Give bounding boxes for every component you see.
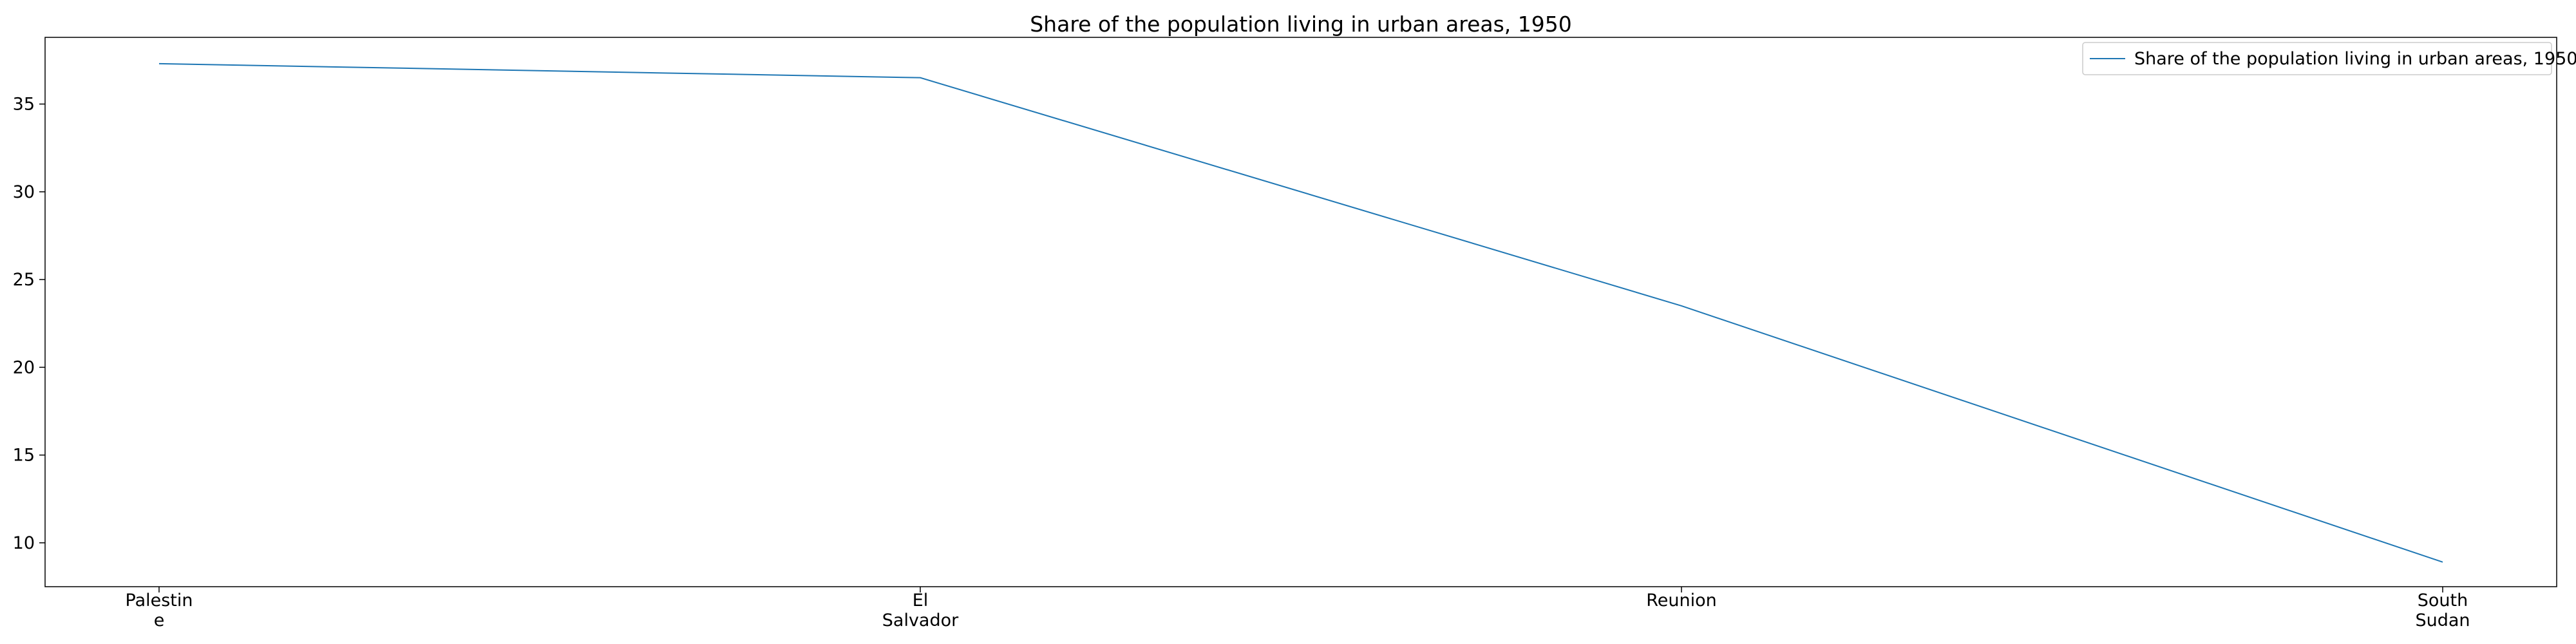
y-tick-label: 30: [13, 182, 35, 202]
x-axis: Palestin e El Salvador Reunion South Sudan: [126, 587, 2470, 630]
y-tick-label: 20: [13, 357, 35, 377]
y-tick-label: 35: [13, 95, 35, 115]
legend: Share of the population living in urban …: [2082, 42, 2576, 75]
y-axis: 10 15 20 25 30 35: [13, 95, 45, 553]
x-tick-label: Palestin e: [126, 591, 193, 630]
y-tick-label: 25: [13, 270, 35, 290]
chart-title: Share of the population living in urban …: [1030, 12, 1572, 37]
series-layer: [158, 62, 2443, 563]
y-tick-label: 10: [13, 533, 35, 553]
x-tick-label: South Sudan: [2415, 591, 2470, 630]
series-line: [158, 62, 2443, 563]
y-tick-label: 15: [13, 446, 35, 466]
legend-label: Share of the population living in urban …: [2134, 49, 2576, 69]
x-tick-label: Reunion: [1646, 591, 1717, 611]
legend-box: [2082, 42, 2552, 75]
plot-area: [44, 37, 2557, 587]
x-tick-label: El Salvador: [882, 591, 959, 630]
